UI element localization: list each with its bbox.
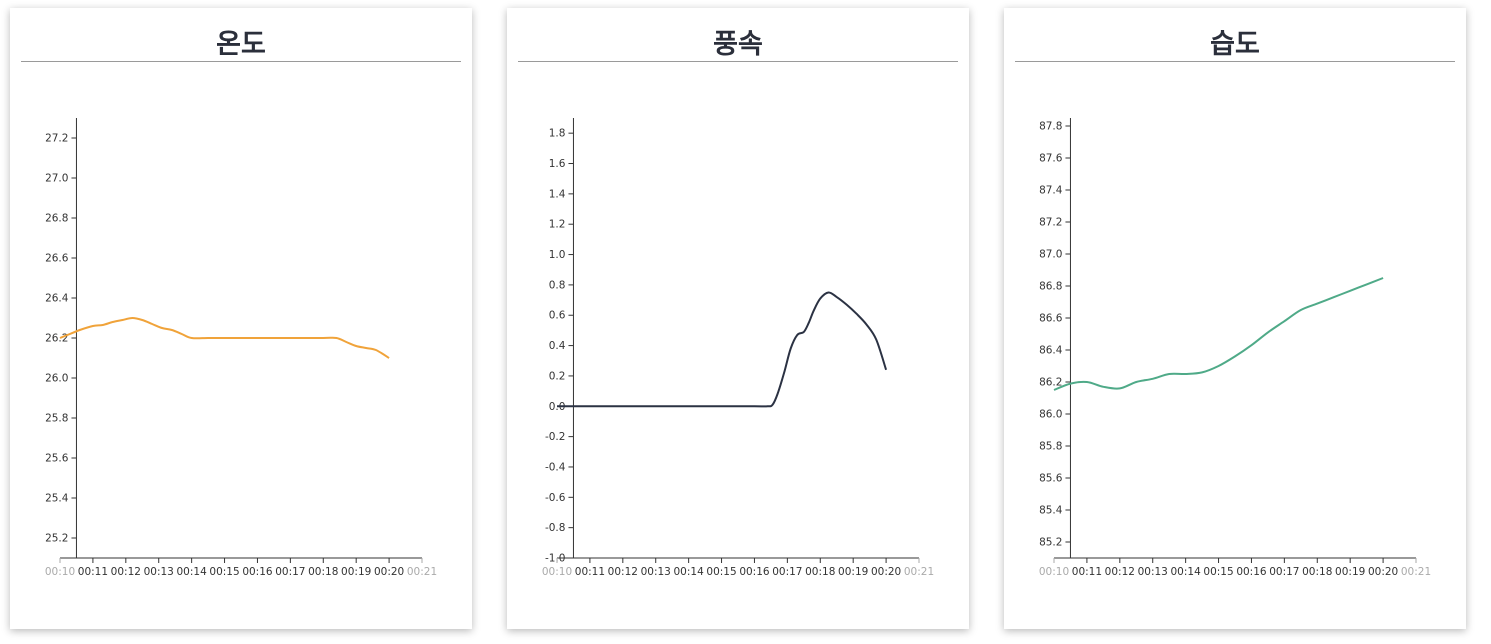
- y-tick-label: 26.2: [45, 333, 68, 345]
- title-divider: [1015, 61, 1455, 62]
- x-tick-label: 00:20: [871, 566, 901, 578]
- y-tick-label: 26.8: [45, 213, 68, 225]
- x-tick-label: 00:11: [78, 566, 108, 578]
- x-tick-label: 00:13: [144, 566, 174, 578]
- x-tick-label: 00:17: [772, 566, 802, 578]
- x-tick-label: 00:20: [374, 566, 404, 578]
- x-tick-label: 00:12: [111, 566, 141, 578]
- y-tick-label: 1.8: [549, 128, 566, 140]
- x-tick-label: 00:16: [1236, 566, 1267, 578]
- series-line: [557, 291, 888, 408]
- y-tick-label: -0.8: [545, 522, 566, 534]
- x-tick-label: 00:14: [1171, 566, 1202, 578]
- y-tick-label: -0.4: [545, 461, 566, 473]
- x-tick-label: 00:21: [1401, 566, 1431, 578]
- x-tick-label: 00:16: [739, 566, 770, 578]
- y-tick-label: 86.6: [1039, 313, 1063, 325]
- y-tick-label: 86.0: [1039, 409, 1062, 421]
- humidity-chart: 85.2 85.4 85.6 85.8 86.0 86.2 86.4 86.6 86.8 87.0…: [1039, 118, 1431, 578]
- y-tick-label: 0.8: [549, 279, 566, 291]
- y-tick-label: 1.2: [549, 219, 566, 231]
- x-tick-label: 00:18: [805, 566, 835, 578]
- x-tick-label: 00:13: [641, 566, 671, 578]
- title-divider: [21, 61, 461, 62]
- y-tick-label: 85.8: [1039, 441, 1062, 453]
- temperature-card: 온도 25.2 25.4 25.6 25.8 26.0 26.2 26.4 26.6 26.8 2…: [10, 8, 472, 629]
- x-tick-label: 00:13: [1138, 566, 1168, 578]
- y-tick-label: 27.0: [45, 173, 68, 185]
- y-tick-label: -0.2: [545, 431, 566, 443]
- series-line: [59, 316, 390, 359]
- y-tick-label: 87.0: [1039, 249, 1062, 261]
- x-tick-label: 00:16: [242, 566, 273, 578]
- y-tick-label: 1.0: [549, 249, 566, 261]
- x-tick-label: 00:14: [177, 566, 208, 578]
- y-tick-label: 85.4: [1039, 505, 1063, 517]
- x-tick-label: 00:19: [1335, 566, 1365, 578]
- x-tick-label: 00:10: [45, 566, 75, 578]
- x-tick-label: 00:11: [1072, 566, 1102, 578]
- y-tick-label: 87.4: [1039, 185, 1063, 197]
- x-tick-label: 00:18: [1302, 566, 1332, 578]
- series-line: [1053, 277, 1384, 391]
- x-tick-label: 00:19: [341, 566, 371, 578]
- y-tick-label: -0.6: [545, 492, 566, 504]
- y-tick-label: 26.4: [45, 293, 69, 305]
- y-tick-label: 1.6: [549, 158, 566, 170]
- y-tick-label: 0.2: [549, 370, 566, 382]
- y-tick-label: 86.4: [1039, 345, 1063, 357]
- y-tick-label: 87.8: [1039, 121, 1062, 133]
- temperature-title: 온도: [216, 29, 266, 60]
- x-tick-label: 00:19: [838, 566, 868, 578]
- y-tick-label: 86.2: [1039, 377, 1062, 389]
- y-tick-label: 25.8: [45, 413, 68, 425]
- temperature-chart: 25.2 25.4 25.6 25.8 26.0 26.2 26.4 26.6 26.8 27.0…: [45, 118, 437, 578]
- wind-speed-chart: -1.0-0.8-0.6-0.4-0.20.00.20.40.60.81.01.…: [542, 118, 934, 578]
- y-tick-label: 85.6: [1039, 473, 1063, 485]
- x-tick-label: 00:21: [904, 566, 934, 578]
- x-tick-label: 00:15: [706, 566, 736, 578]
- x-tick-label: 00:11: [575, 566, 605, 578]
- y-tick-label: 87.2: [1039, 217, 1062, 229]
- x-tick-label: 00:12: [608, 566, 638, 578]
- x-tick-label: 00:10: [1039, 566, 1069, 578]
- x-tick-label: 00:14: [674, 566, 705, 578]
- x-tick-label: 00:21: [407, 566, 437, 578]
- x-tick-label: 00:20: [1368, 566, 1398, 578]
- y-tick-label: 26.0: [45, 373, 68, 385]
- y-tick-label: 86.8: [1039, 281, 1062, 293]
- y-tick-label: 0.4: [549, 340, 566, 352]
- y-tick-label: 87.6: [1039, 153, 1063, 165]
- wind-speed-card: 풍속 -1.0 -0.8 -0.6 -0.4 -0.2 0.0 0.2 0.4 0.6 0.8 1.…: [507, 8, 969, 629]
- y-tick-label: 85.2: [1039, 537, 1062, 549]
- x-tick-label: 00:17: [1269, 566, 1299, 578]
- x-tick-label: 00:12: [1105, 566, 1135, 578]
- title-divider: [518, 61, 958, 62]
- y-tick-label: 25.6: [45, 453, 69, 465]
- x-tick-label: 00:10: [542, 566, 572, 578]
- y-tick-label: 26.6: [45, 253, 69, 265]
- y-tick-label: 0.6: [549, 310, 566, 322]
- wind-speed-title: 풍속: [713, 29, 763, 60]
- y-tick-label: 1.4: [549, 188, 566, 200]
- humidity-title: 습도: [1210, 29, 1260, 60]
- y-tick-label: 25.4: [45, 493, 69, 505]
- x-tick-label: 00:17: [275, 566, 305, 578]
- humidity-card: 습도 85.2 85.4 85.6 85.8 86.0 86.2 86.4 86.6 86.8 8…: [1004, 8, 1466, 629]
- x-tick-label: 00:15: [1203, 566, 1233, 578]
- x-tick-label: 00:15: [209, 566, 239, 578]
- y-tick-label: -1.0: [545, 553, 566, 565]
- y-tick-label: 27.2: [45, 133, 68, 145]
- y-tick-label: 25.2: [45, 533, 68, 545]
- x-tick-label: 00:18: [308, 566, 338, 578]
